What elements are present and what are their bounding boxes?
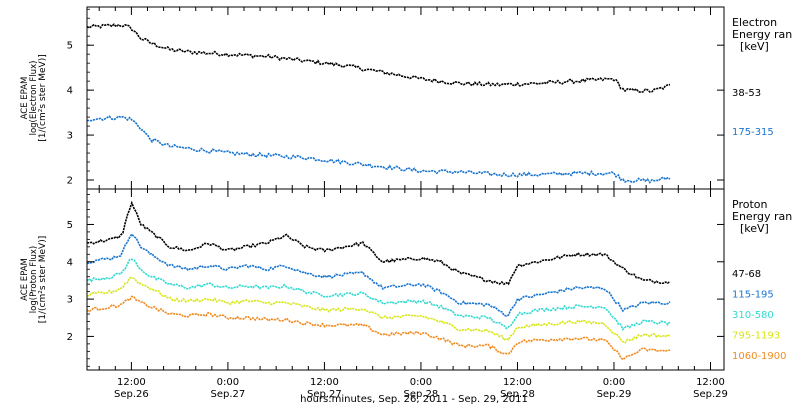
y-axis-label-proton: ACE EPAM [20,258,30,301]
x-tick-label-time: 0:00 [410,377,432,388]
x-tick-label-time: 12:00 [117,377,146,388]
x-tick-label-date: Sep.28 [500,389,535,400]
series-electron-0 [86,23,671,94]
legend-entry-proton-2: 310-580 [732,310,774,321]
plot-content [86,23,671,361]
y-axis-label-electron: log(Electron Flux) [29,61,39,136]
x-tick-label-time: 12:00 [503,377,532,388]
x-tick-label-date: Sep.27 [211,389,246,400]
legend-title-electron: [keV] [740,40,769,53]
series-proton-1 [86,232,671,317]
y-tick-label-electron: 3 [67,131,73,142]
x-tick-label-time: 0:00 [217,377,239,388]
x-tick-label-time: 12:00 [696,377,725,388]
panel-frames [86,6,725,371]
legend-entry-proton-3: 795-1193 [732,331,780,342]
x-axis-label: hours:minutes, Sep. 26, 2011 - Sep. 29, … [300,394,528,405]
y-tick-label-proton: 2 [67,332,73,343]
legend-entry-proton-1: 115-195 [732,290,774,301]
y-tick-label-electron: 2 [67,176,73,187]
legend-title-electron: Energy ran [732,28,792,41]
y-axis-label-proton: [1/(cm²s ster MeV)] [38,236,48,323]
y-tick-label-electron: 4 [67,86,73,97]
legend-entry-electron-1: 175-315 [732,127,774,138]
x-tick-label-date: Sep.27 [307,389,342,400]
x-tick-label-date: Sep.26 [114,389,149,400]
legend-title-electron: Electron [732,16,777,29]
x-tick-label-date: Sep.29 [693,389,728,400]
legend-title-proton: Energy ran [732,210,792,223]
legend-entry-electron-0: 38-53 [732,88,761,99]
legend-title-proton: [keV] [740,222,769,235]
panel-frame-proton [86,188,725,371]
x-tick-label-date: Sep.28 [404,389,439,400]
y-tick-label-electron: 5 [67,41,73,52]
series-proton-0 [86,200,671,286]
y-axis-label-electron: [1/(cm²s ster MeV)] [38,54,48,141]
series-proton-2 [86,258,671,332]
y-tick-label-proton: 5 [67,220,73,231]
x-tick-label-time: 12:00 [310,377,339,388]
legend-entry-proton-4: 1060-1900 [732,351,787,362]
x-tick-label-time: 0:00 [603,377,625,388]
legend-entry-proton-0: 47-68 [732,269,761,280]
series-proton-4 [86,295,671,361]
y-axis-label-proton: log(Proton Flux) [29,246,39,313]
x-tick-label-date: Sep.29 [597,389,632,400]
y-axis-label-electron: ACE EPAM [20,77,30,120]
legend-title-proton: Proton [732,198,767,211]
y-tick-label-proton: 3 [67,295,73,306]
series-proton-3 [87,276,671,344]
y-tick-label-proton: 4 [67,257,73,268]
series-electron-1 [86,115,671,184]
